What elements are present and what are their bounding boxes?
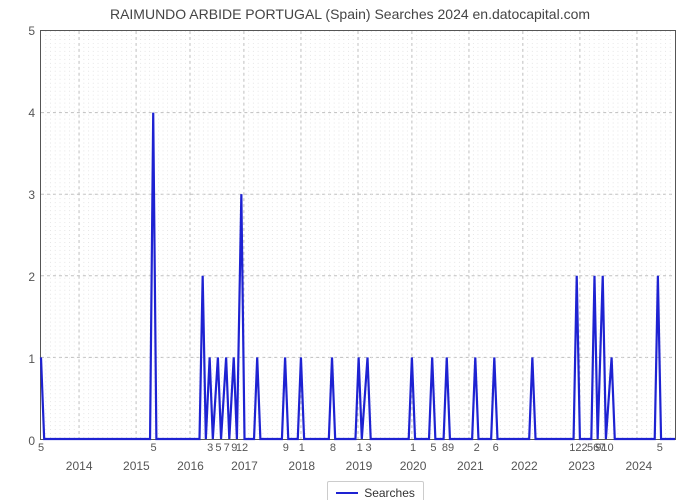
x-year-label: 2018 — [288, 459, 315, 473]
legend-swatch — [336, 492, 358, 494]
x-year-label: 2024 — [625, 459, 652, 473]
x-year-label: 2020 — [400, 459, 427, 473]
y-tick-label: 3 — [28, 188, 35, 202]
plot-area: 0123452014201520162017201820192020202120… — [40, 30, 676, 440]
y-tick-label: 5 — [28, 24, 35, 38]
data-point-label: 122 — [569, 442, 587, 454]
x-year-label: 2016 — [177, 459, 204, 473]
data-point-label: 7 — [224, 442, 230, 454]
x-year-label: 2017 — [231, 459, 258, 473]
data-point-label: 910 — [595, 442, 613, 454]
data-point-label: 5 — [215, 442, 221, 454]
y-tick-label: 2 — [28, 270, 35, 284]
data-point-label: 2 — [474, 442, 480, 454]
chart-title: RAIMUNDO ARBIDE PORTUGAL (Spain) Searche… — [0, 6, 700, 22]
legend: Searches — [327, 481, 424, 500]
y-tick-label: 4 — [28, 106, 35, 120]
data-point-label: 5 — [151, 442, 157, 454]
data-point-label: 3 — [365, 442, 371, 454]
chart-container: RAIMUNDO ARBIDE PORTUGAL (Spain) Searche… — [0, 0, 700, 500]
x-year-label: 2015 — [123, 459, 150, 473]
data-point-label: 5 — [430, 442, 436, 454]
data-point-label: 9 — [283, 442, 289, 454]
x-year-label: 2014 — [66, 459, 93, 473]
data-point-label: 5 — [657, 442, 663, 454]
data-point-label: 1 — [357, 442, 363, 454]
data-point-label: 3 — [207, 442, 213, 454]
data-point-label: 1 — [410, 442, 416, 454]
chart-svg — [41, 31, 675, 439]
y-tick-label: 1 — [28, 352, 35, 366]
data-point-label: 6 — [493, 442, 499, 454]
data-point-label: 12 — [236, 442, 248, 454]
y-tick-label: 0 — [28, 434, 35, 448]
legend-label: Searches — [364, 486, 415, 500]
data-point-label: 5 — [38, 442, 44, 454]
data-point-label: 89 — [442, 442, 454, 454]
x-year-label: 2022 — [511, 459, 538, 473]
x-year-label: 2019 — [346, 459, 373, 473]
data-point-label: 1 — [299, 442, 305, 454]
data-point-label: 8 — [330, 442, 336, 454]
x-year-label: 2021 — [457, 459, 484, 473]
x-year-label: 2023 — [568, 459, 595, 473]
